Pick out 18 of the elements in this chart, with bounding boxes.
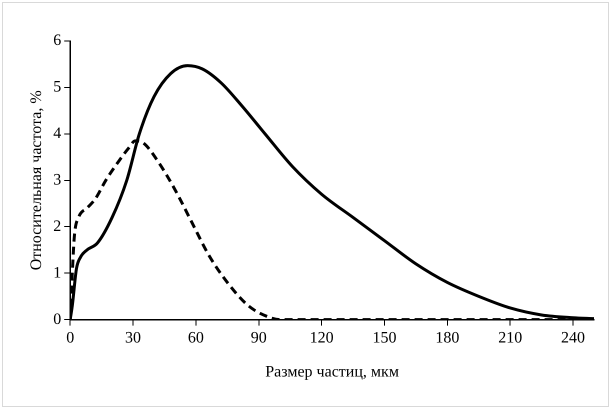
y-tick-label: 2 [53,218,62,235]
x-tick-label: 30 [125,329,142,346]
x-tick-label: 240 [561,329,586,346]
x-tick-label: 210 [498,329,522,346]
y-tick-label: 4 [53,125,62,142]
x-tick-label: 90 [250,329,267,346]
y-tick-label: 5 [53,78,62,96]
x-axis-title: Размер частиц, мкм [265,364,399,381]
x-tick-label: 0 [66,329,74,346]
y-axis-title: Относительная частота, % [28,90,45,270]
y-tick-label: 6 [53,32,62,50]
y-tick-label: 1 [53,264,62,282]
x-tick-label: 180 [435,329,460,346]
x-tick-label: 60 [188,329,204,346]
y-tick-label: 0 [53,310,62,328]
x-tick-label: 150 [372,329,396,346]
y-tick-label: 3 [53,172,62,189]
x-tick-label: 120 [310,329,334,346]
